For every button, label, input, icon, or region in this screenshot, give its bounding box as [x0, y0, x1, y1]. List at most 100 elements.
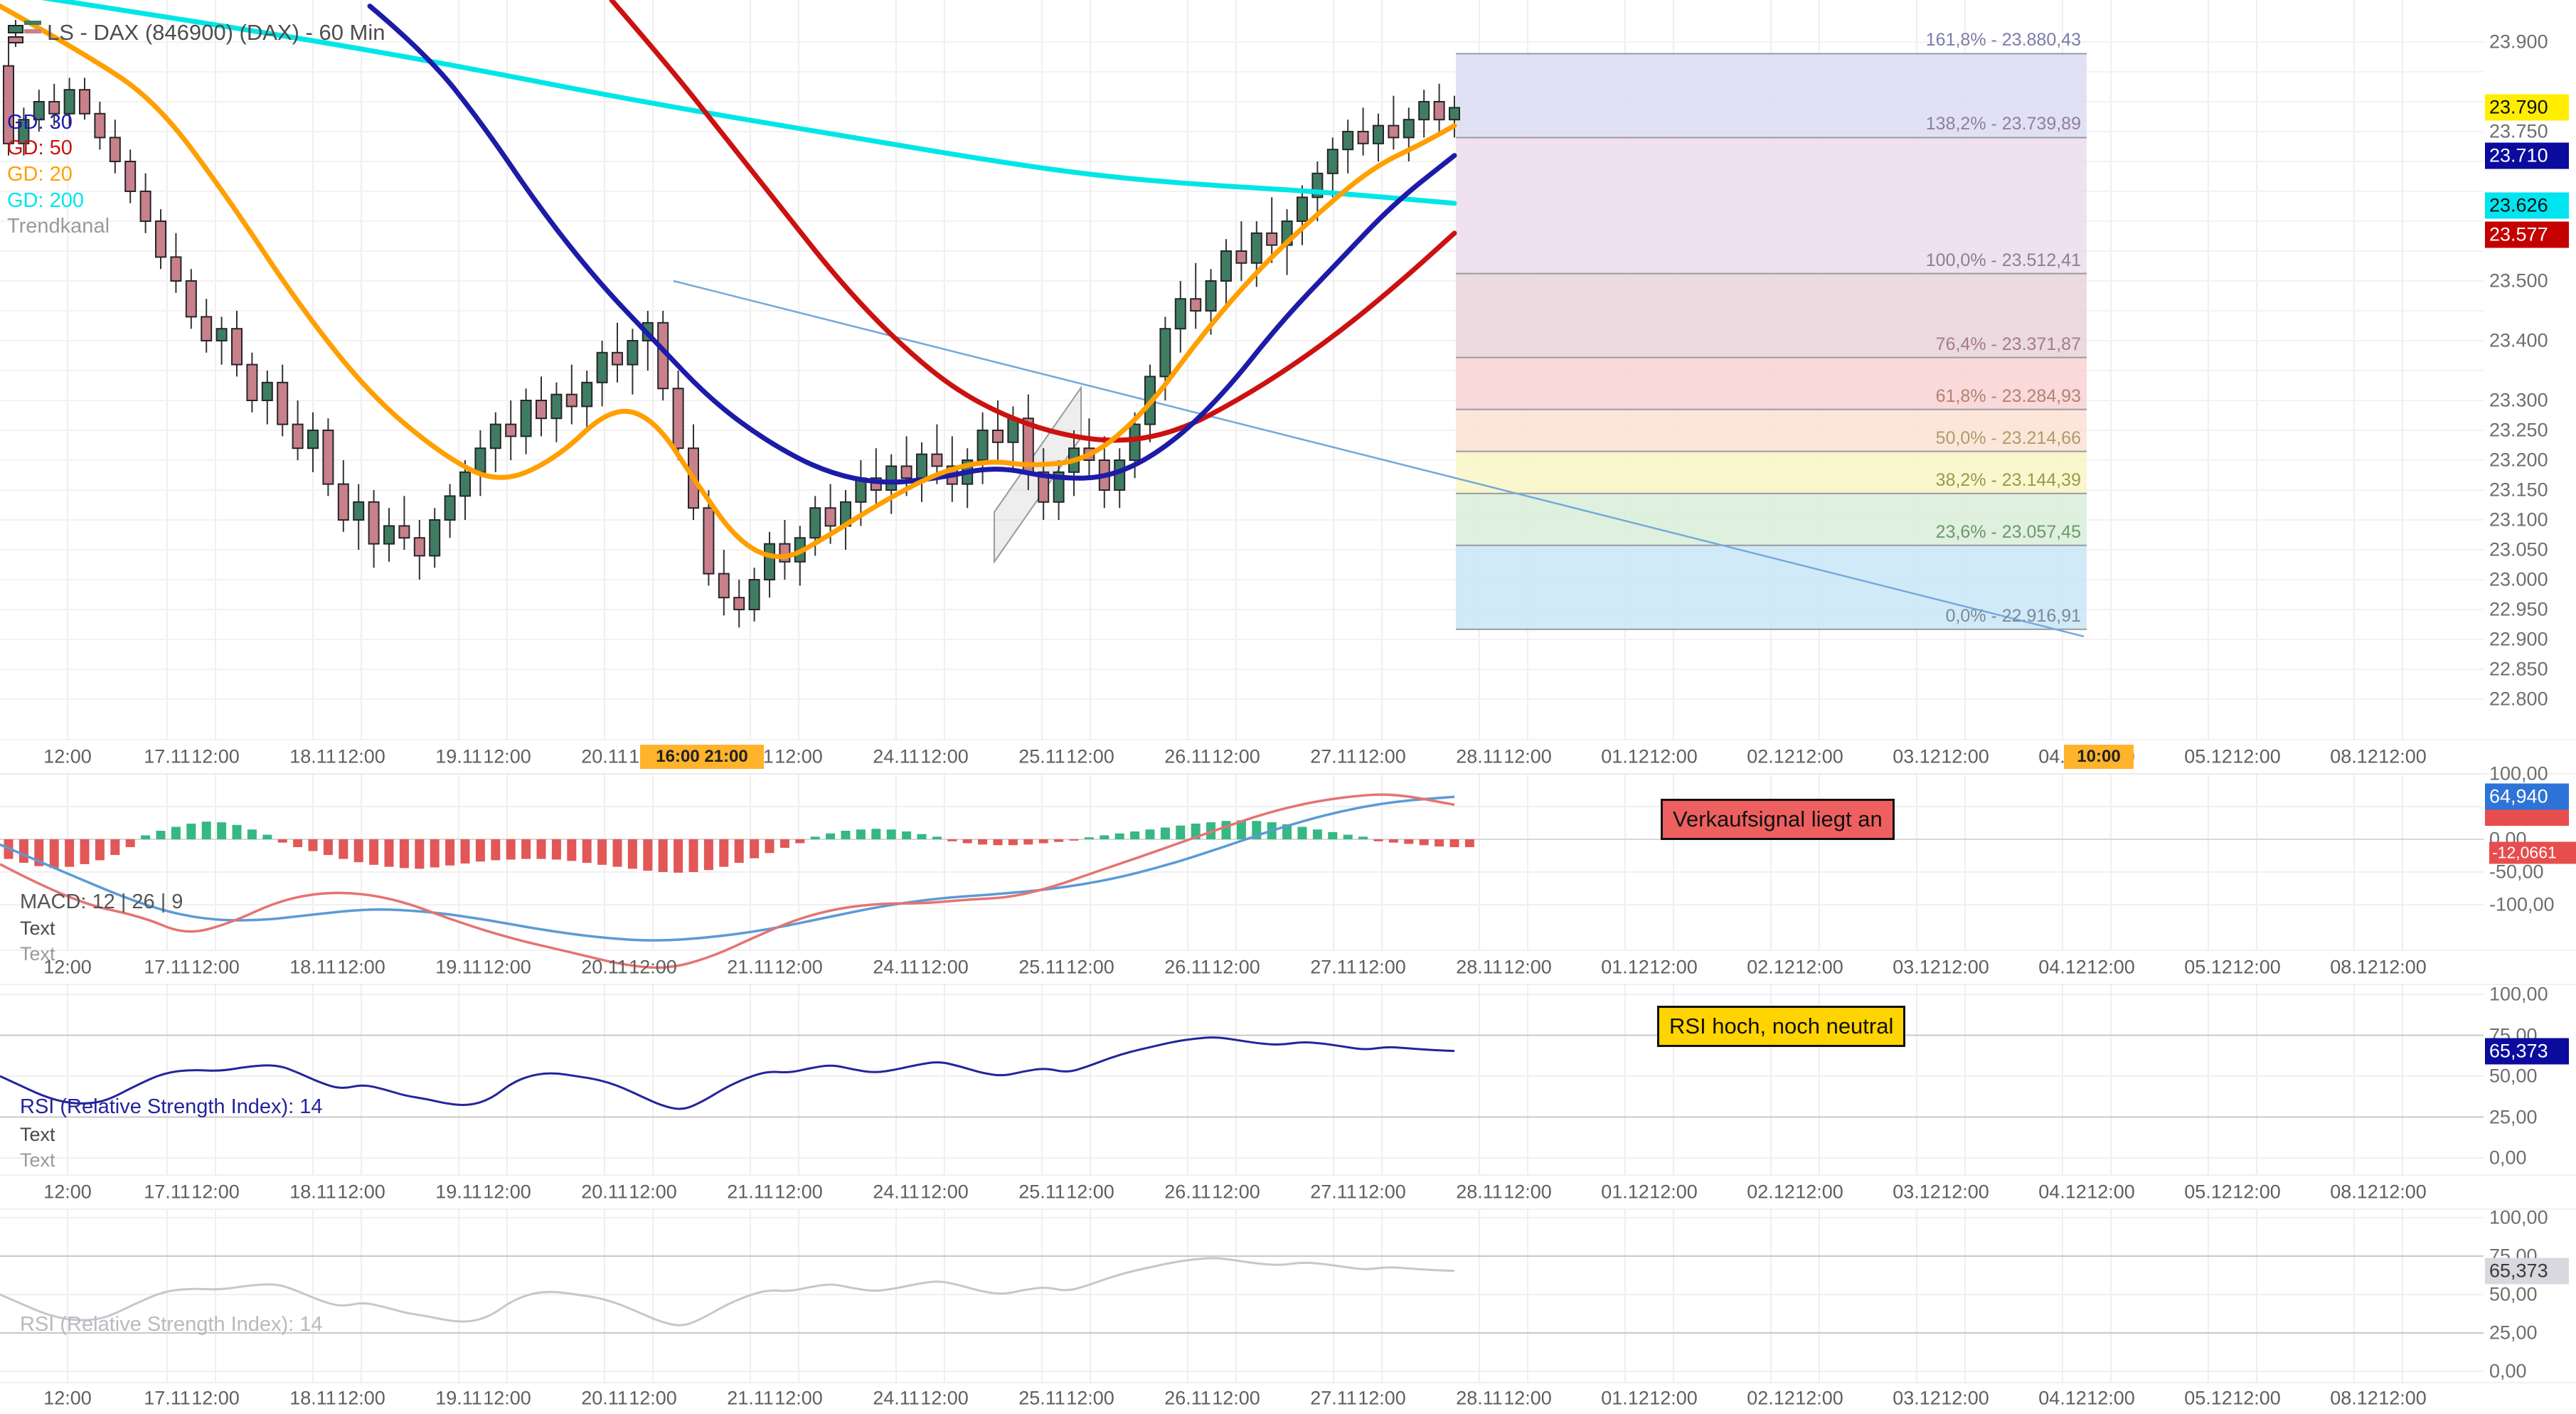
time-tick-label: 27.11	[1310, 745, 1357, 767]
time-tick-label: 18.11	[289, 956, 336, 978]
macd-text-2[interactable]: Text	[20, 943, 55, 964]
fibonacci-retracement[interactable]	[1456, 53, 2087, 630]
time-tick-label: 12:00	[1941, 1387, 1989, 1409]
time-tick-label: 19.11	[435, 956, 482, 978]
candle	[474, 447, 486, 473]
rsi-line	[0, 1036, 1455, 1110]
time-tick-label: 04.12	[2038, 956, 2087, 978]
time-tick-label: 02.12	[1747, 1181, 1795, 1203]
rsi2-tick-label: 25,00	[2489, 1322, 2538, 1344]
time-tick-label: 01.12	[1601, 956, 1649, 978]
time-tick-label: 27.11	[1310, 1181, 1357, 1203]
ma-line-gd30[interactable]	[367, 4, 1457, 485]
price-badge-23626: 23.626	[2485, 192, 2569, 219]
time-tick-label: 12:00	[1795, 745, 1843, 767]
candlesticks[interactable]	[3, 42, 1460, 628]
time-tick-label: 02.12	[1747, 745, 1795, 767]
price-tick-label: 23.750	[2489, 120, 2548, 142]
candle	[1357, 131, 1369, 144]
macd-tick-label: -100,00	[2489, 893, 2555, 915]
time-tick-label: 01.12	[1601, 745, 1649, 767]
candle	[900, 465, 912, 479]
ma-line-gd50[interactable]	[609, 0, 1457, 443]
candle	[489, 423, 501, 450]
time-tick-label: 12:00	[629, 956, 677, 978]
candle	[672, 388, 684, 450]
time-tick-label: 12:00	[775, 745, 823, 767]
rsi2-value-badge: 65,373	[2485, 1258, 2569, 1285]
time-tick-label: 21.11	[727, 956, 774, 978]
candle	[520, 400, 532, 437]
macd-text-1[interactable]: Text	[20, 918, 55, 939]
legend-item-gd-20[interactable]: GD: 20	[7, 163, 73, 186]
rsi-text-1[interactable]: Text	[20, 1124, 55, 1145]
ma-line-gd200[interactable]	[0, 0, 1457, 206]
fib-level-label: 138,2% - 23.739,89	[1925, 114, 2081, 134]
time-tick-label: 12:00	[1649, 956, 1698, 978]
time-tick-label: 12:00	[43, 745, 92, 767]
rsi-annotation[interactable]: RSI hoch, noch neutral	[1657, 1006, 1906, 1047]
price-badge-23710: 23.710	[2485, 142, 2569, 169]
price-tick-label: 22.850	[2489, 658, 2548, 680]
candle	[885, 465, 898, 491]
time-tick-label: 08.12	[2330, 1181, 2378, 1203]
candle	[444, 495, 456, 521]
candle	[1449, 107, 1460, 121]
time-tick-label: 20.11	[581, 1387, 628, 1409]
candle	[733, 597, 745, 611]
time-tick-label: 05.12	[2184, 956, 2232, 978]
candle	[307, 430, 319, 450]
sell-signal-annotation[interactable]: Verkaufsignal liegt an	[1661, 799, 1895, 840]
candle	[124, 161, 137, 192]
time-tick-label: 27.11	[1310, 1387, 1357, 1409]
time-tick-label: 12:00	[1649, 1387, 1698, 1409]
macd-value-badge: 64,940	[2485, 783, 2569, 810]
time-tick-label: 28.11	[1456, 1181, 1503, 1203]
price-tick-label: 23.300	[2489, 389, 2548, 411]
descending-trendline[interactable]	[673, 280, 2085, 638]
legend-item-gd-200[interactable]: GD: 200	[7, 189, 84, 212]
time-highlight-badge: 16:00 21:00	[640, 745, 764, 769]
candle	[809, 507, 821, 539]
legend-item-gd-30[interactable]: GD: 30	[7, 111, 73, 134]
candle	[703, 507, 715, 575]
time-tick-label: 19.11	[435, 745, 482, 767]
time-tick-label: 12:00	[920, 745, 969, 767]
time-tick-label: 12:00	[1066, 745, 1114, 767]
time-tick-label: 12:00	[1795, 1181, 1843, 1203]
time-tick-label: 12:00	[1358, 1181, 1406, 1203]
macd-histogram-value-badge: -12,0661	[2489, 841, 2576, 864]
candle	[992, 430, 1004, 443]
candle	[1266, 232, 1278, 246]
time-tick-label: 27.11	[1310, 956, 1357, 978]
time-tick-label: 04.12	[2038, 1387, 2087, 1409]
time-tick-label: 25.11	[1018, 1181, 1065, 1203]
candle	[48, 101, 60, 115]
time-tick-label: 12:00	[920, 956, 969, 978]
time-tick-label: 12:00	[43, 1387, 92, 1409]
time-tick-label: 12:00	[2378, 956, 2427, 978]
time-tick-label: 12:00	[629, 1387, 677, 1409]
time-tick-label: 12:00	[337, 956, 385, 978]
time-tick-label: 26.11	[1164, 1387, 1211, 1409]
rsi-text-2[interactable]: Text	[20, 1149, 55, 1171]
time-tick-label: 12:00	[920, 1387, 969, 1409]
time-tick-label: 17.11	[144, 956, 191, 978]
time-tick-label: 12:00	[1066, 1181, 1114, 1203]
time-tick-label: 20.11	[581, 1181, 628, 1203]
time-tick-label: 19.11	[435, 1181, 482, 1203]
legend-item-trendkanal[interactable]: Trendkanal	[7, 215, 110, 238]
ma-line-gd20[interactable]	[0, 4, 1457, 560]
candlestick-icon	[8, 20, 41, 47]
legend-item-gd-50[interactable]: GD: 50	[7, 137, 73, 159]
time-tick-label: 04.12	[2038, 1181, 2087, 1203]
candle	[1297, 196, 1308, 222]
price-badge-23577: 23.577	[2485, 221, 2569, 248]
time-tick-label: 12:00	[337, 1387, 385, 1409]
time-tick-label: 12:00	[1503, 956, 1552, 978]
page-title: LS - DAX (846900) (DAX) - 60 Min	[47, 20, 385, 45]
time-tick-label: 20.11	[581, 956, 628, 978]
time-tick-label: 25.11	[1018, 1387, 1065, 1409]
